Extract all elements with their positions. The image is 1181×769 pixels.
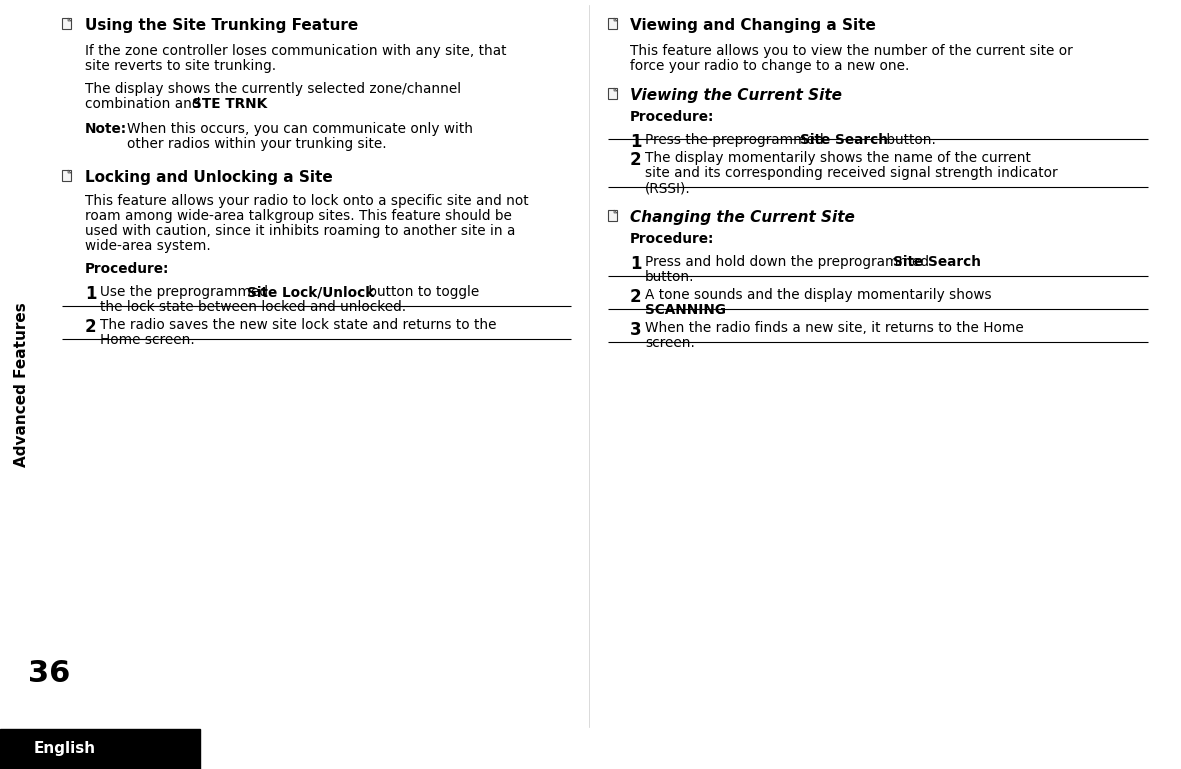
Text: 36: 36 (28, 660, 71, 688)
Text: This feature allows you to view the number of the current site or: This feature allows you to view the numb… (629, 44, 1072, 58)
Text: Press and hold down the preprogrammed: Press and hold down the preprogrammed (645, 255, 933, 269)
Text: force your radio to change to a new one.: force your radio to change to a new one. (629, 59, 909, 73)
Polygon shape (614, 88, 616, 91)
Text: 2: 2 (629, 288, 641, 306)
Text: SCANNING: SCANNING (645, 303, 726, 317)
Polygon shape (614, 210, 616, 213)
Text: Procedure:: Procedure: (629, 110, 715, 124)
Text: Home screen.: Home screen. (100, 333, 195, 347)
Text: 2: 2 (85, 318, 97, 336)
Text: other radios within your trunking site.: other radios within your trunking site. (128, 137, 386, 151)
Text: Viewing the Current Site: Viewing the Current Site (629, 88, 842, 103)
Text: When this occurs, you can communicate only with: When this occurs, you can communicate on… (128, 122, 474, 136)
Text: When the radio finds a new site, it returns to the Home: When the radio finds a new site, it retu… (645, 321, 1024, 335)
Text: Note:: Note: (85, 122, 128, 136)
Bar (608, 210, 616, 221)
Text: button.: button. (882, 133, 935, 147)
Text: 3: 3 (629, 321, 641, 339)
Text: STE TRNK: STE TRNK (193, 97, 267, 111)
Bar (61, 170, 71, 181)
Text: .: . (717, 303, 722, 317)
Text: 1: 1 (85, 285, 97, 303)
Text: Locking and Unlocking a Site: Locking and Unlocking a Site (85, 170, 333, 185)
Bar (608, 18, 616, 29)
Text: button.: button. (645, 270, 694, 284)
Bar (61, 18, 71, 29)
Text: (RSSI).: (RSSI). (645, 181, 691, 195)
Text: Procedure:: Procedure: (629, 232, 715, 246)
Text: site reverts to site trunking.: site reverts to site trunking. (85, 59, 276, 73)
Text: .: . (257, 97, 261, 111)
Text: This feature allows your radio to lock onto a specific site and not: This feature allows your radio to lock o… (85, 194, 529, 208)
Text: button to toggle: button to toggle (364, 285, 479, 299)
Text: Viewing and Changing a Site: Viewing and Changing a Site (629, 18, 876, 33)
Text: A tone sounds and the display momentarily shows: A tone sounds and the display momentaril… (645, 288, 992, 302)
Text: The display shows the currently selected zone/channel: The display shows the currently selected… (85, 82, 461, 96)
Text: combination and: combination and (85, 97, 204, 111)
Text: Advanced Features: Advanced Features (14, 303, 30, 468)
Text: 1: 1 (629, 255, 641, 273)
Text: 1: 1 (629, 133, 641, 151)
Polygon shape (614, 18, 616, 21)
Text: roam among wide-area talkgroup sites. This feature should be: roam among wide-area talkgroup sites. Th… (85, 209, 511, 223)
Bar (0, 729, 200, 769)
Bar (608, 88, 616, 99)
Text: The display momentarily shows the name of the current: The display momentarily shows the name o… (645, 151, 1031, 165)
Text: 2: 2 (629, 151, 641, 169)
Text: Site Lock/Unlock: Site Lock/Unlock (247, 285, 374, 299)
Text: used with caution, since it inhibits roaming to another site in a: used with caution, since it inhibits roa… (85, 224, 515, 238)
Text: Using the Site Trunking Feature: Using the Site Trunking Feature (85, 18, 358, 33)
Text: Site Search: Site Search (800, 133, 888, 147)
Text: the lock state between locked and unlocked.: the lock state between locked and unlock… (100, 300, 406, 314)
Text: Procedure:: Procedure: (85, 262, 169, 276)
Text: Press the preprogrammed: Press the preprogrammed (645, 133, 828, 147)
Text: site and its corresponding received signal strength indicator: site and its corresponding received sign… (645, 166, 1058, 180)
Text: English: English (34, 741, 96, 757)
Polygon shape (68, 18, 71, 21)
Text: Changing the Current Site: Changing the Current Site (629, 210, 855, 225)
Text: Use the preprogrammed: Use the preprogrammed (100, 285, 273, 299)
Text: The radio saves the new site lock state and returns to the: The radio saves the new site lock state … (100, 318, 496, 332)
Text: If the zone controller loses communication with any site, that: If the zone controller loses communicati… (85, 44, 507, 58)
Text: Site Search: Site Search (893, 255, 981, 269)
Text: screen.: screen. (645, 336, 694, 350)
Text: wide-area system.: wide-area system. (85, 239, 210, 253)
Polygon shape (68, 170, 71, 173)
